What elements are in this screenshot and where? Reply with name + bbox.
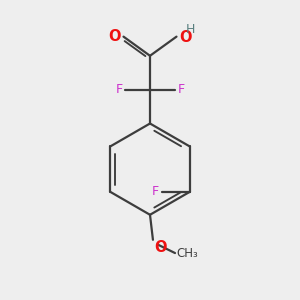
Text: F: F — [152, 185, 159, 199]
Text: O: O — [179, 30, 191, 45]
Text: O: O — [154, 240, 167, 255]
Text: O: O — [108, 28, 121, 44]
Text: F: F — [177, 83, 184, 96]
Text: CH₃: CH₃ — [177, 248, 199, 260]
Text: H: H — [185, 23, 195, 36]
Text: F: F — [116, 83, 123, 96]
